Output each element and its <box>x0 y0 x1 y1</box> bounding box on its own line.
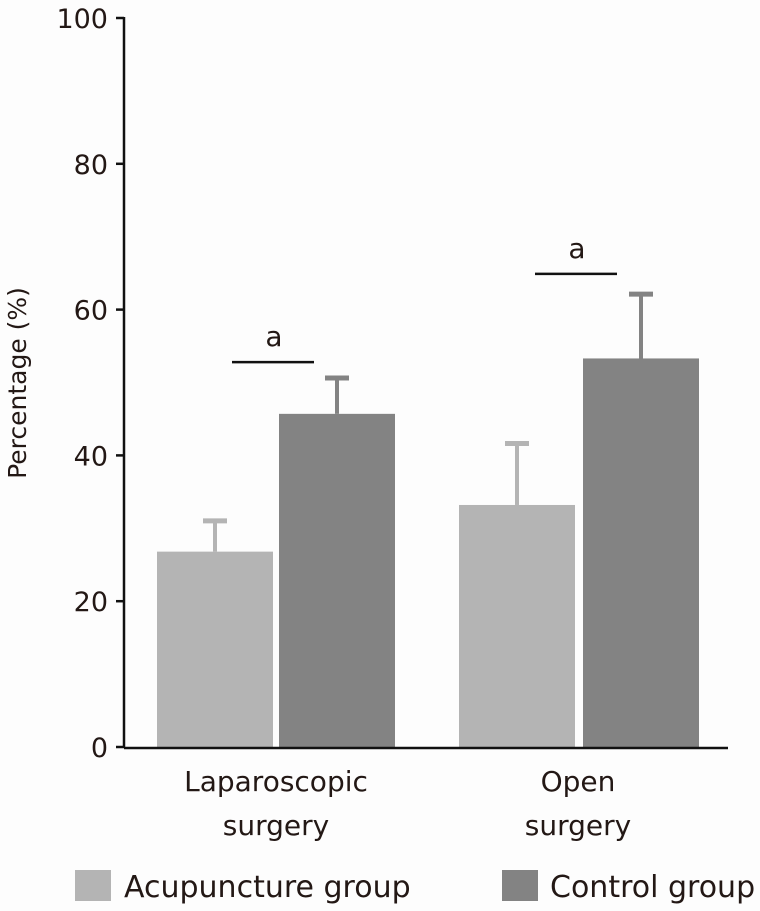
bar-control <box>583 358 699 747</box>
y-tick-label: 40 <box>74 441 108 472</box>
legend-label: Control group <box>550 870 755 905</box>
bar-control <box>279 413 395 747</box>
bar-acupuncture <box>157 551 273 747</box>
y-tick-label: 0 <box>91 733 108 764</box>
x-category-label: Laparoscopic <box>184 765 368 798</box>
y-tick-label: 100 <box>56 4 108 35</box>
y-tick-label: 20 <box>74 587 108 618</box>
x-category-label: surgery <box>223 809 329 842</box>
bar-acupuncture <box>459 504 575 747</box>
significance-label: a <box>568 232 585 265</box>
legend-swatch <box>502 870 538 901</box>
y-tick-label: 60 <box>74 296 108 327</box>
x-category-label: Open <box>541 765 616 798</box>
x-category-label: surgery <box>525 809 631 842</box>
y-tick-label: 80 <box>74 150 108 181</box>
y-axis-label: Percentage (%) <box>3 287 32 479</box>
significance-label: a <box>265 320 282 353</box>
legend-swatch <box>75 870 111 901</box>
legend-label: Acupuncture group <box>124 870 411 905</box>
